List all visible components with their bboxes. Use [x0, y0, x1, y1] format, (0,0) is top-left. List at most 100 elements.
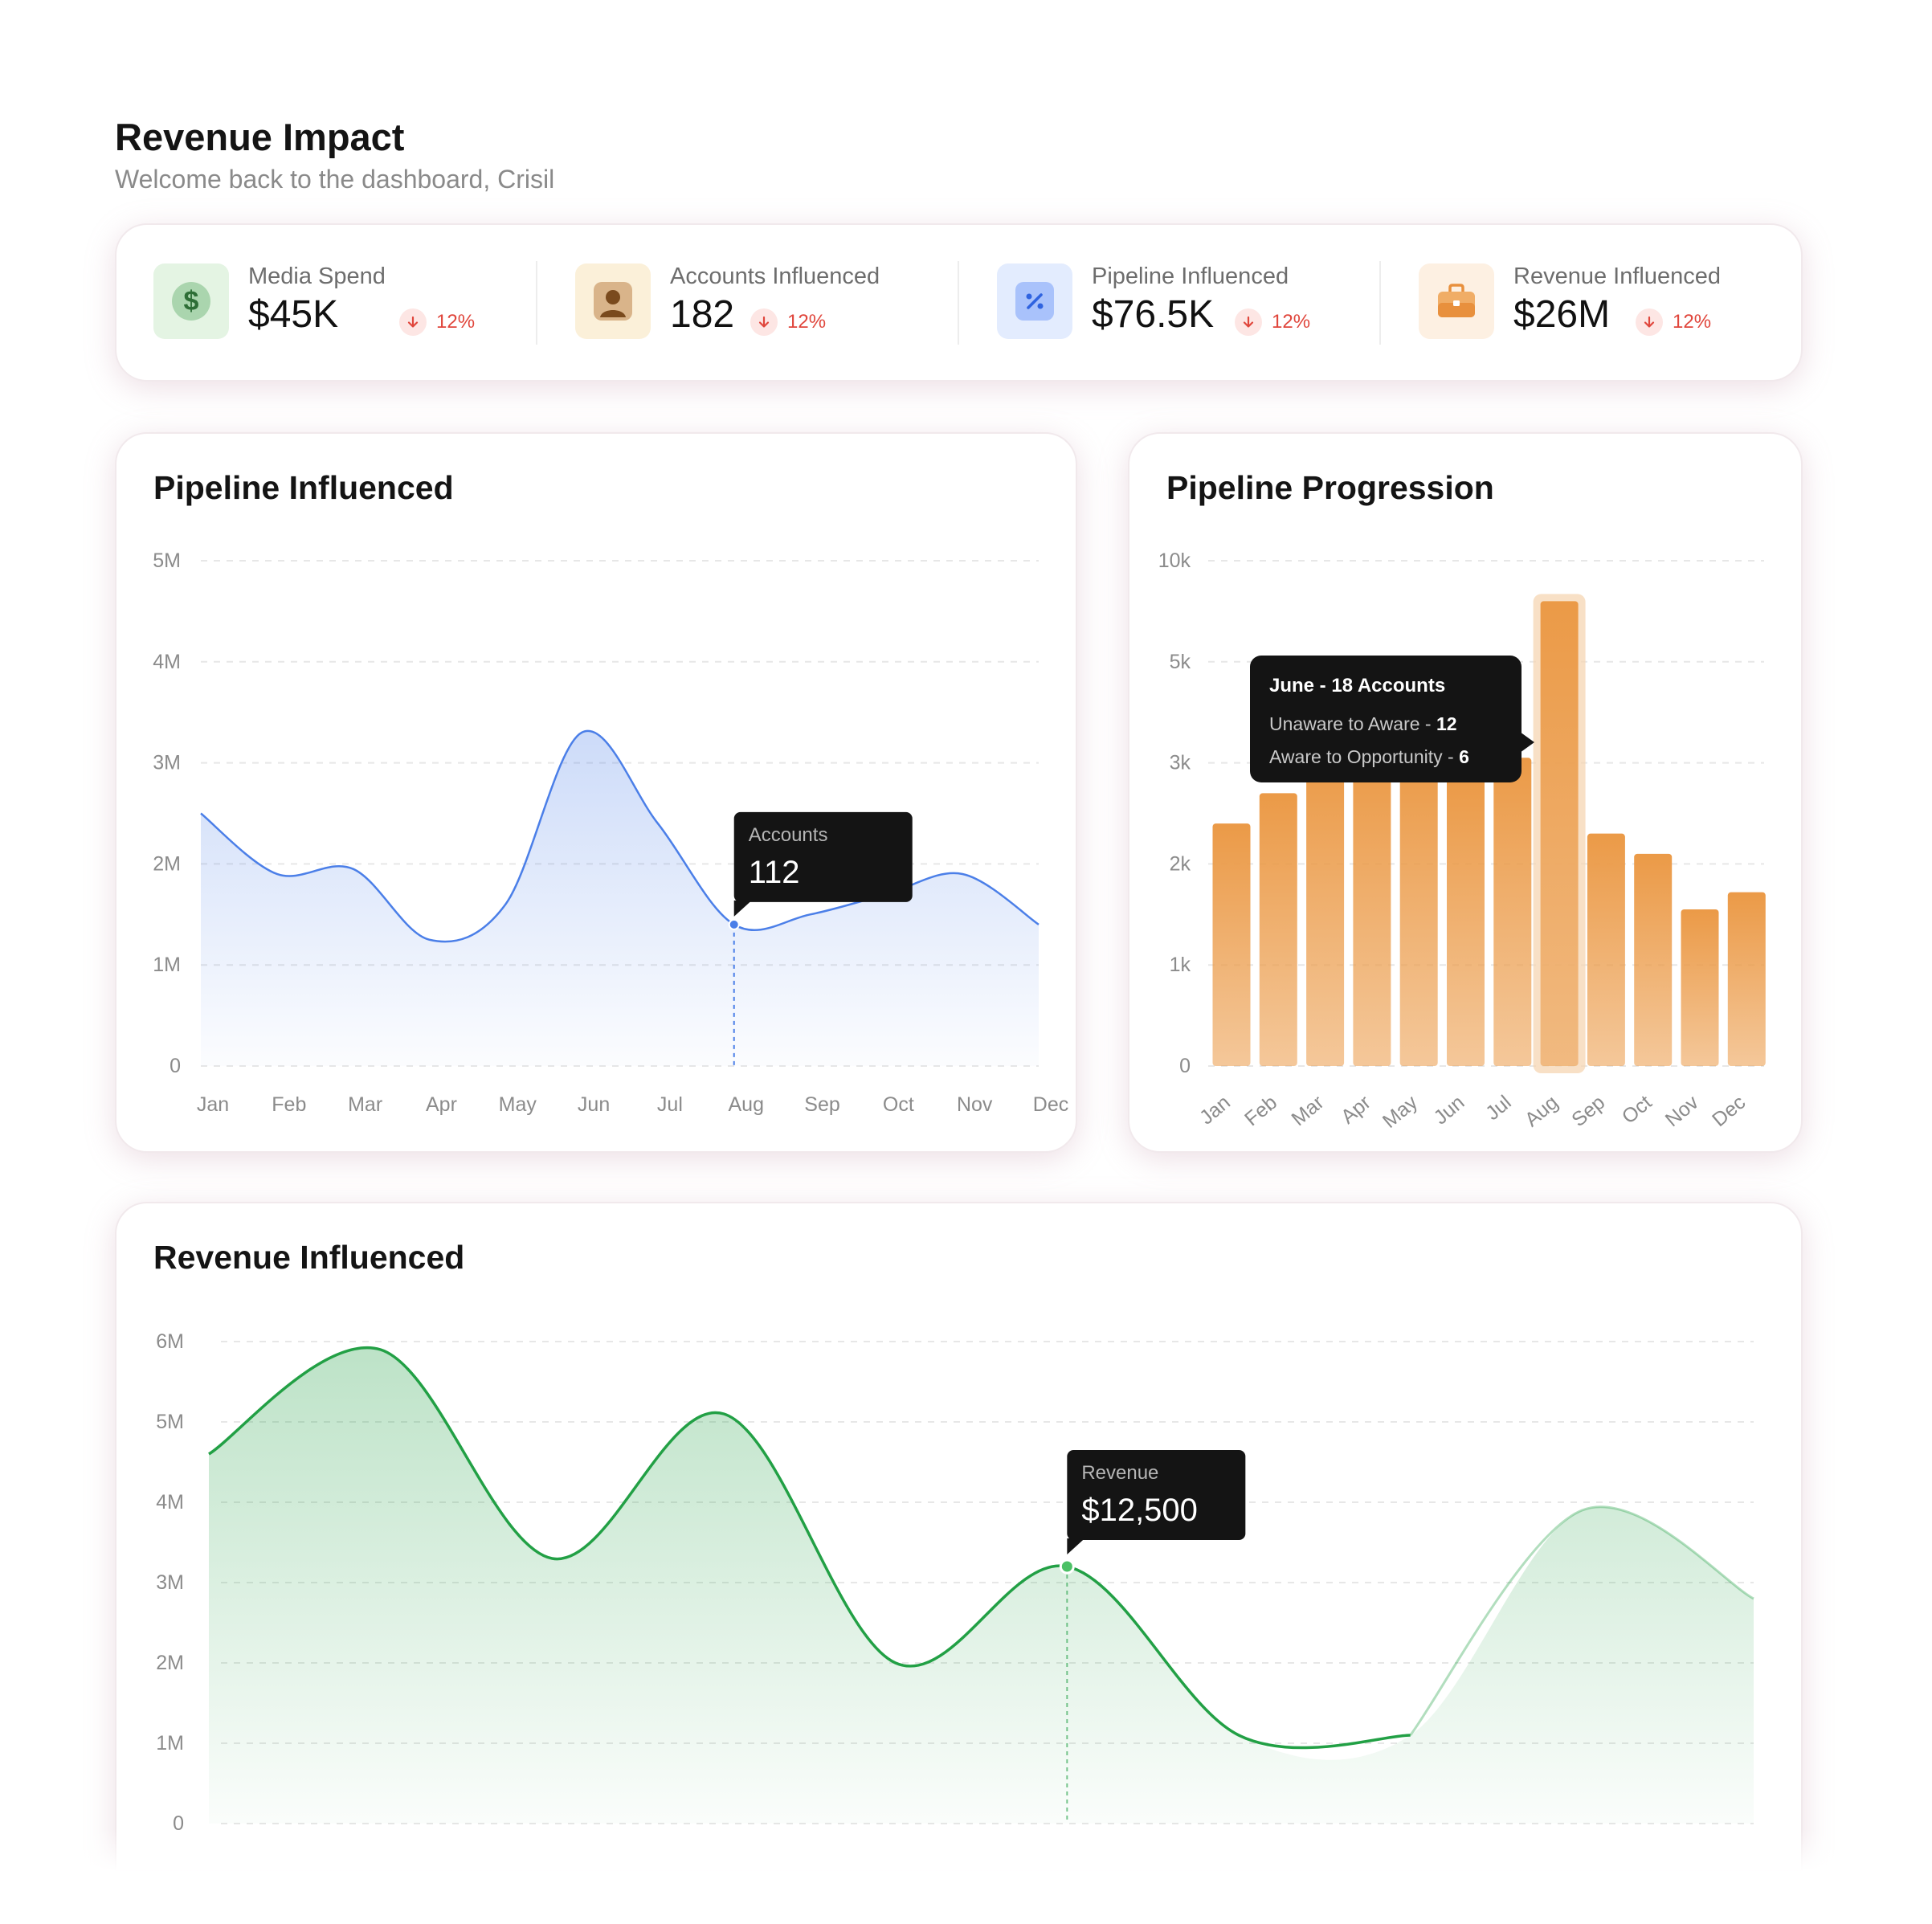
bar [1447, 778, 1485, 1066]
bar [1587, 833, 1625, 1066]
stat-accounts-influenced[interactable]: Accounts Influenced 182 12% [575, 263, 961, 341]
y-tick-label: 0 [1179, 1055, 1191, 1077]
stat-label: Revenue Influenced [1513, 263, 1721, 289]
arrow-down-icon [399, 308, 427, 336]
revenue-influenced-card: Revenue Influenced 0 1M 2M 3M 4M 5M 6M Revenue $… [115, 1202, 1803, 1872]
bar [1259, 793, 1297, 1066]
area-fill [209, 1347, 1754, 1824]
x-tick-label: Feb [272, 1093, 306, 1116]
tooltip-label: Accounts [749, 824, 828, 846]
tooltip-row-value: 6 [1459, 746, 1469, 767]
series-line-forecast [1409, 1505, 1754, 1736]
page-title: Revenue Impact [115, 116, 405, 158]
x-tick-label: Mar [348, 1093, 382, 1116]
x-tick-label: Jan [1195, 1091, 1235, 1129]
arrow-down-icon [1235, 308, 1262, 336]
page-subtitle: Welcome back to the dashboard, Crisil [115, 165, 555, 194]
arrow-down-icon [1636, 308, 1663, 336]
x-tick-label: Nov [1661, 1091, 1703, 1131]
bar [1681, 909, 1719, 1066]
y-tick-label: 6M [156, 1330, 184, 1353]
tooltip-value: 112 [749, 855, 800, 890]
y-tick-label: 10k [1158, 549, 1191, 572]
x-tick-label: May [499, 1093, 537, 1116]
delta-value: 12% [1272, 311, 1311, 333]
stat-revenue-influenced[interactable]: Revenue Influenced $26M 12% [1419, 263, 1804, 341]
arrow-down-icon [750, 308, 778, 336]
stat-label: Accounts Influenced [670, 263, 880, 289]
data-point [728, 918, 740, 930]
x-tick-label: Dec [1708, 1091, 1750, 1131]
stat-label: Media Spend [248, 263, 386, 289]
user-icon [575, 263, 651, 339]
percent-icon [997, 263, 1072, 339]
x-tick-label: Mar [1287, 1091, 1328, 1130]
x-tick-label: Apr [426, 1093, 457, 1116]
tooltip-pointer [1520, 732, 1534, 753]
x-tick-label: Oct [883, 1093, 914, 1116]
y-tick-label: 5M [156, 1411, 184, 1433]
x-tick-label: Aug [1521, 1091, 1562, 1131]
tooltip-row: Unaware to Aware - 12 [1269, 713, 1457, 734]
stat-value: $45K [248, 293, 339, 336]
x-tick-label: Oct [1618, 1091, 1656, 1128]
y-tick-label: 1M [156, 1732, 184, 1754]
tooltip-value: $12,500 [1081, 1493, 1198, 1528]
pipeline-progression-chart[interactable]: 0 1k 2k 3k 5k 10k Jan Feb Mar Apr May Jun Jul Aug Sep O… [1129, 434, 1801, 1151]
pipeline-influenced-chart[interactable]: 0 1M 2M 3M 4M 5M Jan Feb Mar Apr May Jun Jul Aug Sep Oc… [116, 434, 1076, 1151]
area-fill [201, 730, 1039, 1066]
bar [1727, 892, 1766, 1066]
stat-divider [958, 261, 959, 345]
y-tick-label: 4M [153, 651, 181, 673]
bottom-fade [0, 1828, 1932, 1924]
y-tick-label: 2M [153, 852, 181, 875]
y-tick-label: 0 [170, 1055, 181, 1077]
x-tick-label: Aug [728, 1093, 763, 1116]
stat-pipeline-influenced[interactable]: Pipeline Influenced $76.5K 12% [997, 263, 1383, 341]
delta-value: 12% [436, 311, 476, 333]
x-tick-label: Jun [578, 1093, 610, 1116]
x-tick-label: Nov [957, 1093, 993, 1116]
bar [1353, 758, 1391, 1066]
x-tick-label: Feb [1240, 1091, 1281, 1130]
tooltip-row: Aware to Opportunity - 6 [1269, 746, 1469, 767]
x-tick-label: May [1379, 1091, 1423, 1133]
tooltip-pointer [733, 900, 752, 917]
stat-value: 182 [670, 293, 735, 336]
y-tick-label: 3M [156, 1571, 184, 1594]
kpi-summary-card: $ Media Spend $45K 12% Accounts Influenc… [115, 223, 1803, 382]
x-tick-label: Apr [1337, 1091, 1375, 1128]
stat-value: $76.5K [1092, 293, 1215, 336]
stat-divider [536, 261, 537, 345]
stat-media-spend[interactable]: $ Media Spend $45K 12% [153, 263, 539, 341]
tooltip-box [1250, 656, 1522, 782]
pipeline-progression-title: Pipeline Progression [1166, 469, 1494, 506]
x-tick-label: Jan [197, 1093, 229, 1116]
y-tick-label: 3k [1170, 752, 1191, 774]
tooltip-pointer [1067, 1538, 1085, 1554]
bar [1634, 853, 1673, 1066]
tooltip-box [1067, 1450, 1246, 1540]
tooltip-title: June - 18 Accounts [1269, 675, 1445, 696]
bar [1493, 758, 1532, 1066]
pipeline-influenced-card: Pipeline Influenced 0 1M 2M 3M 4M 5M Jan Feb Mar… [115, 432, 1077, 1153]
y-tick-label: 5k [1170, 651, 1191, 673]
pipeline-influenced-title: Pipeline Influenced [153, 469, 454, 506]
bar [1212, 823, 1251, 1066]
y-tick-label: 1k [1170, 954, 1191, 976]
tooltip-label: Revenue [1081, 1462, 1158, 1484]
series-line [208, 1346, 1411, 1750]
y-tick-label: 5M [153, 549, 181, 572]
x-tick-label: Jun [1429, 1091, 1468, 1129]
y-tick-label: 2k [1170, 852, 1191, 875]
x-tick-label: Dec [1033, 1093, 1068, 1116]
revenue-influenced-title: Revenue Influenced [153, 1239, 465, 1276]
tooltip-box [733, 811, 913, 902]
x-tick-label: Jul [1481, 1091, 1515, 1125]
data-point [1059, 1558, 1075, 1575]
bar [1306, 758, 1345, 1066]
x-tick-label: Jul [657, 1093, 683, 1116]
y-tick-label: 3M [153, 752, 181, 774]
tooltip-row-value: 12 [1436, 713, 1457, 734]
